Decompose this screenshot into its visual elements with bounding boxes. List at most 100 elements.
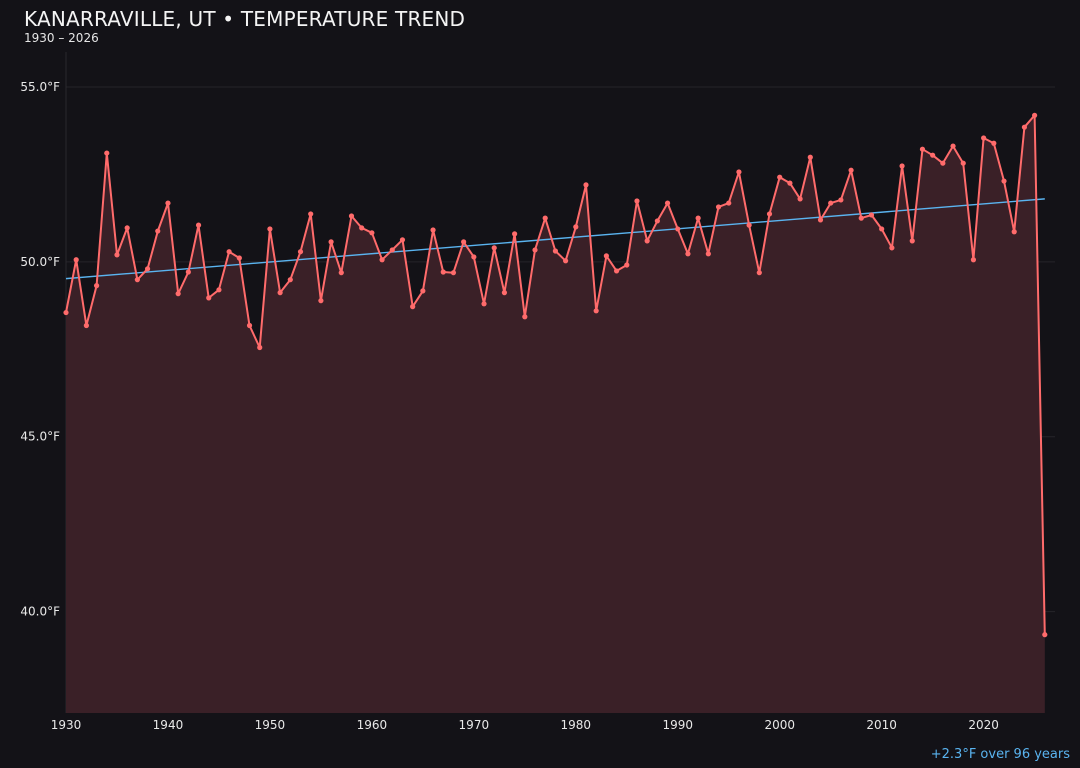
x-tick-label: 1970: [459, 718, 490, 732]
data-point: [399, 237, 406, 243]
data-point: [930, 152, 936, 158]
y-tick-label: 50.0°F: [20, 255, 60, 269]
data-point: [420, 288, 426, 294]
data-point: [573, 224, 579, 230]
data-point: [165, 200, 171, 206]
data-point: [236, 255, 242, 261]
data-point: [960, 160, 966, 166]
data-point: [369, 230, 375, 236]
data-point: [522, 314, 528, 320]
data-point: [318, 298, 324, 304]
data-point: [440, 269, 446, 275]
y-tick-label: 40.0°F: [20, 605, 60, 619]
data-point: [777, 174, 783, 180]
data-point: [1001, 178, 1007, 184]
x-tick-label: 1950: [255, 718, 286, 732]
data-point: [848, 167, 854, 173]
x-tick-label: 2000: [764, 718, 795, 732]
data-point: [83, 322, 89, 329]
data-point: [1011, 229, 1017, 235]
data-point: [981, 135, 987, 141]
data-point: [838, 197, 844, 203]
data-point: [991, 140, 997, 146]
data-point: [624, 262, 630, 268]
data-point: [287, 277, 293, 283]
data-point: [114, 252, 120, 258]
data-point: [552, 248, 559, 254]
data-point: [613, 268, 620, 274]
data-point: [1021, 124, 1028, 130]
data-point: [562, 258, 569, 264]
data-point: [828, 200, 834, 206]
x-tick-label: 1990: [662, 718, 693, 732]
data-point: [919, 146, 926, 152]
data-point: [542, 215, 548, 221]
data-point: [430, 227, 436, 233]
data-point: [797, 196, 803, 202]
data-point: [766, 211, 773, 217]
data-point: [410, 304, 416, 310]
data-point: [889, 245, 895, 251]
data-point: [450, 270, 457, 276]
data-point: [501, 290, 508, 296]
data-point: [654, 218, 660, 224]
trend-line: [65, 198, 1045, 280]
data-point: [216, 287, 222, 293]
data-point: [532, 247, 538, 253]
data-point: [726, 200, 732, 206]
x-tick-label: 1980: [561, 718, 592, 732]
data-point: [634, 198, 640, 204]
data-point: [297, 249, 304, 255]
y-tick-label: 45.0°F: [20, 430, 60, 444]
data-point: [338, 270, 344, 276]
data-point: [970, 257, 977, 263]
data-point: [348, 213, 355, 219]
data-point: [389, 247, 395, 253]
data-point: [644, 238, 650, 244]
data-point: [695, 215, 701, 221]
data-point: [1042, 632, 1048, 638]
y-tick-label: 55.0°F: [20, 80, 60, 94]
data-point: [736, 169, 742, 175]
data-point: [746, 222, 752, 228]
data-point: [481, 301, 487, 307]
data-point: [257, 344, 263, 351]
data-point: [155, 228, 161, 234]
data-point: [512, 231, 518, 237]
data-point: [685, 251, 691, 257]
data-point: [715, 204, 722, 210]
data-point: [246, 322, 253, 329]
data-point: [379, 257, 385, 263]
data-point: [817, 217, 824, 223]
data-point: [807, 154, 813, 160]
data-point: [461, 239, 467, 245]
data-point: [664, 200, 671, 206]
data-point: [93, 283, 100, 289]
x-tick-label: 1940: [153, 718, 184, 732]
x-tick-label: 2010: [866, 718, 897, 732]
data-point: [756, 270, 762, 276]
area-fill: [66, 115, 1045, 714]
data-point: [899, 163, 905, 169]
data-point: [195, 222, 202, 228]
data-point: [950, 143, 956, 149]
data-point: [226, 249, 232, 255]
data-point: [491, 245, 497, 251]
data-point: [593, 308, 599, 314]
data-point: [471, 254, 477, 260]
data-point: [73, 257, 79, 263]
data-point: [328, 239, 334, 245]
data-point: [868, 212, 875, 218]
data-point: [104, 150, 110, 156]
data-point: [940, 160, 946, 166]
data-point: [359, 225, 365, 231]
data-point: [787, 180, 793, 186]
x-tick-label: 2020: [968, 718, 999, 732]
data-point: [144, 266, 151, 272]
data-point: [603, 253, 609, 259]
data-point: [63, 309, 69, 316]
data-point: [909, 238, 915, 244]
data-point: [879, 226, 885, 232]
data-point: [308, 211, 314, 217]
trend-annotation: +2.3°F over 96 years: [930, 747, 1070, 762]
